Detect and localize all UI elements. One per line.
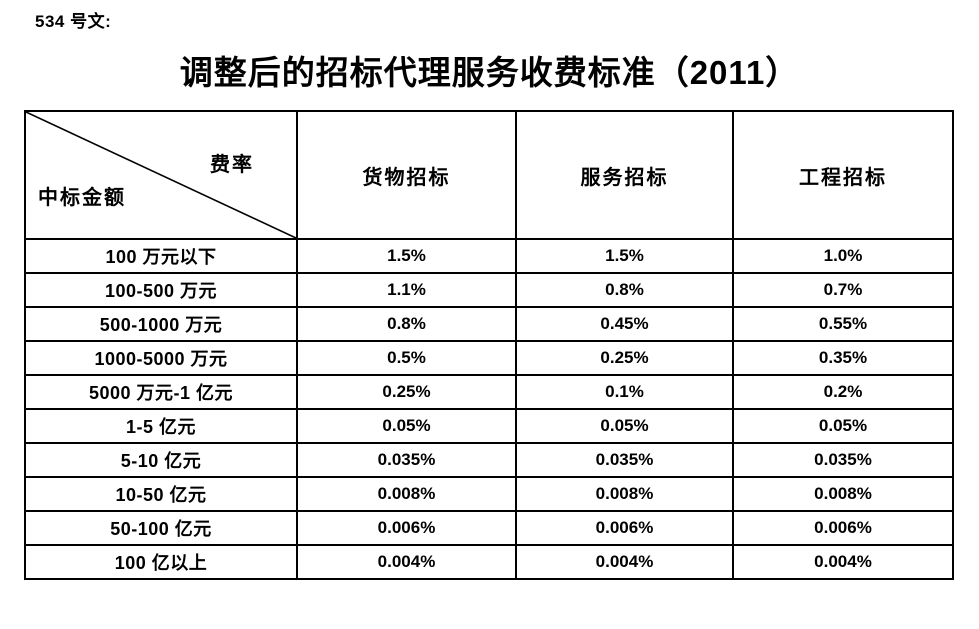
table-row: 1-5 亿元 0.05% 0.05% 0.05% xyxy=(24,408,954,444)
rate-value-cell: 0.05% xyxy=(515,408,734,444)
table-row: 100 亿以上 0.004% 0.004% 0.004% xyxy=(24,544,954,580)
rate-value-cell: 0.035% xyxy=(515,442,734,478)
corner-label-rate: 费率 xyxy=(210,154,254,176)
rate-value-cell: 0.25% xyxy=(515,340,734,376)
table-row: 5-10 亿元 0.035% 0.035% 0.035% xyxy=(24,442,954,478)
amount-range-cell: 1000-5000 万元 xyxy=(24,340,298,376)
amount-range-cell: 500-1000 万元 xyxy=(24,306,298,342)
diagonal-corner-cell: 费率 中标金额 xyxy=(24,110,298,240)
rate-value-cell: 1.0% xyxy=(732,238,954,274)
amount-range-cell: 50-100 亿元 xyxy=(24,510,298,546)
rate-value-cell: 0.8% xyxy=(296,306,517,342)
table-header-row: 费率 中标金额 货物招标 服务招标 工程招标 xyxy=(24,110,954,240)
rate-value-cell: 1.5% xyxy=(515,238,734,274)
table-row: 5000 万元-1 亿元 0.25% 0.1% 0.2% xyxy=(24,374,954,410)
amount-range-cell: 100 万元以下 xyxy=(24,238,298,274)
corner-label-amount: 中标金额 xyxy=(38,187,126,209)
rate-value-cell: 0.006% xyxy=(732,510,954,546)
rate-value-cell: 0.35% xyxy=(732,340,954,376)
rate-value-cell: 0.008% xyxy=(732,476,954,512)
amount-range-cell: 100 亿以上 xyxy=(24,544,298,580)
amount-range-cell: 5000 万元-1 亿元 xyxy=(24,374,298,410)
rate-value-cell: 0.1% xyxy=(515,374,734,410)
rate-value-cell: 0.8% xyxy=(515,272,734,308)
amount-range-cell: 10-50 亿元 xyxy=(24,476,298,512)
rate-value-cell: 1.1% xyxy=(296,272,517,308)
doc-number-label: 534 号文: xyxy=(35,12,112,31)
rate-value-cell: 0.006% xyxy=(296,510,517,546)
rate-value-cell: 0.008% xyxy=(296,476,517,512)
rate-value-cell: 0.006% xyxy=(515,510,734,546)
rate-value-cell: 0.05% xyxy=(732,408,954,444)
amount-range-cell: 100-500 万元 xyxy=(24,272,298,308)
rate-value-cell: 0.2% xyxy=(732,374,954,410)
rate-value-cell: 0.035% xyxy=(296,442,517,478)
column-header-engineering-bidding: 工程招标 xyxy=(732,110,954,240)
rate-value-cell: 0.004% xyxy=(732,544,954,580)
rate-value-cell: 0.004% xyxy=(296,544,517,580)
page-title: 调整后的招标代理服务收费标准（2011） xyxy=(179,54,800,91)
rate-value-cell: 0.5% xyxy=(296,340,517,376)
table-row: 100 万元以下 1.5% 1.5% 1.0% xyxy=(24,238,954,274)
fee-table: 费率 中标金额 货物招标 服务招标 工程招标 100 万元以下 1.5% 1.5% 1… xyxy=(24,110,954,580)
rate-value-cell: 0.25% xyxy=(296,374,517,410)
diagonal-divider-line xyxy=(26,112,296,238)
table-row: 100-500 万元 1.1% 0.8% 0.7% xyxy=(24,272,954,308)
table-row: 50-100 亿元 0.006% 0.006% 0.006% xyxy=(24,510,954,546)
rate-value-cell: 0.035% xyxy=(732,442,954,478)
rate-value-cell: 1.5% xyxy=(296,238,517,274)
table-row: 1000-5000 万元 0.5% 0.25% 0.35% xyxy=(24,340,954,376)
rate-value-cell: 0.55% xyxy=(732,306,954,342)
rate-value-cell: 0.7% xyxy=(732,272,954,308)
column-header-service-bidding: 服务招标 xyxy=(515,110,734,240)
column-header-goods-bidding: 货物招标 xyxy=(296,110,517,240)
rate-value-cell: 0.05% xyxy=(296,408,517,444)
amount-range-cell: 1-5 亿元 xyxy=(24,408,298,444)
rate-value-cell: 0.45% xyxy=(515,306,734,342)
rate-value-cell: 0.008% xyxy=(515,476,734,512)
table-row: 10-50 亿元 0.008% 0.008% 0.008% xyxy=(24,476,954,512)
amount-range-cell: 5-10 亿元 xyxy=(24,442,298,478)
table-row: 500-1000 万元 0.8% 0.45% 0.55% xyxy=(24,306,954,342)
rate-value-cell: 0.004% xyxy=(515,544,734,580)
